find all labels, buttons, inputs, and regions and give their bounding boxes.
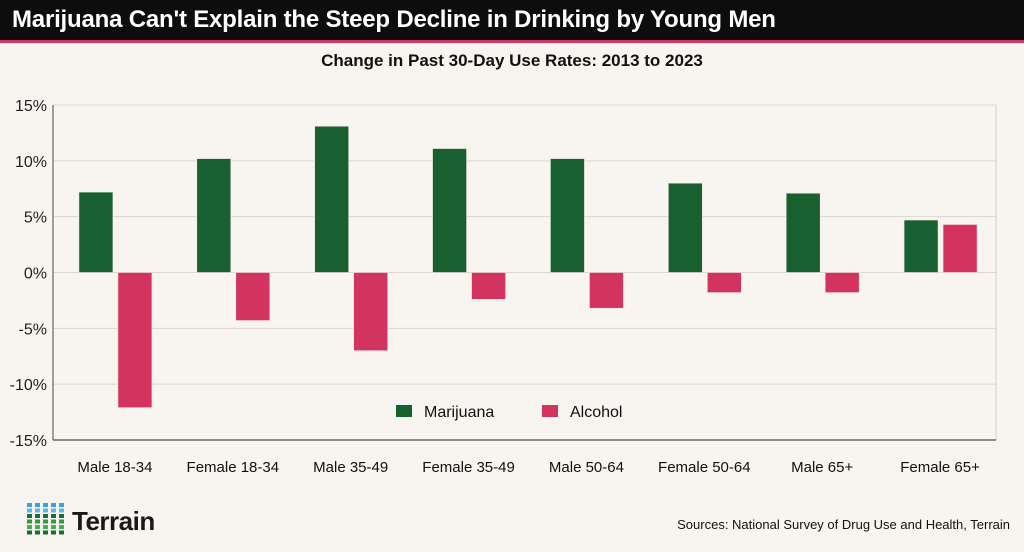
legend-label-alcohol: Alcohol [570,404,622,421]
y-tick-label: 5% [24,210,47,227]
x-tick-label: Female 50-64 [658,459,751,476]
x-tick-label: Female 18-34 [187,459,280,476]
bar-alcohol [942,224,978,273]
y-tick-label: 0% [24,266,47,283]
bar-alcohol [353,272,388,351]
x-tick-label: Male 65+ [791,459,853,476]
bar-alcohol [471,272,506,300]
bar-alcohol [117,272,153,408]
page-title: Marijuana Can't Explain the Steep Declin… [12,6,776,33]
bar-marijuana [196,158,232,273]
x-tick-label: Male 50-64 [549,459,624,476]
bar-alcohol [707,272,742,293]
bar-marijuana [78,191,114,273]
legend-swatch-alcohol [542,405,558,417]
x-tick-label: Female 65+ [900,459,980,476]
header-bar: Marijuana Can't Explain the Steep Declin… [0,0,1024,43]
bar-marijuana [668,182,703,273]
sources-note: Sources: National Survey of Drug Use and… [677,517,1010,532]
y-tick-label: -15% [10,433,47,450]
y-tick-label: 10% [15,154,47,171]
x-tick-label: Male 18-34 [77,459,152,476]
bar-alcohol [824,272,860,293]
x-tick-label: Male 35-49 [313,459,388,476]
bar-alcohol [235,272,271,321]
legend-swatch-marijuana [396,405,412,417]
bar-alcohol [589,272,624,309]
terrain-logo-icon [27,503,64,535]
y-tick-label: -10% [10,377,47,394]
bar-marijuana [314,125,349,273]
terrain-logo: Terrain [72,506,155,536]
bar-marijuana [550,158,585,273]
bar-marijuana [785,192,821,273]
bar-marijuana [903,219,939,273]
y-tick-label: -5% [19,321,47,338]
bar-marijuana [432,148,467,273]
legend-label-marijuana: Marijuana [424,404,494,421]
x-tick-label: Female 35-49 [422,459,515,476]
chart-title: Change in Past 30-Day Use Rates: 2013 to… [321,51,703,70]
y-tick-label: 15% [15,98,47,115]
